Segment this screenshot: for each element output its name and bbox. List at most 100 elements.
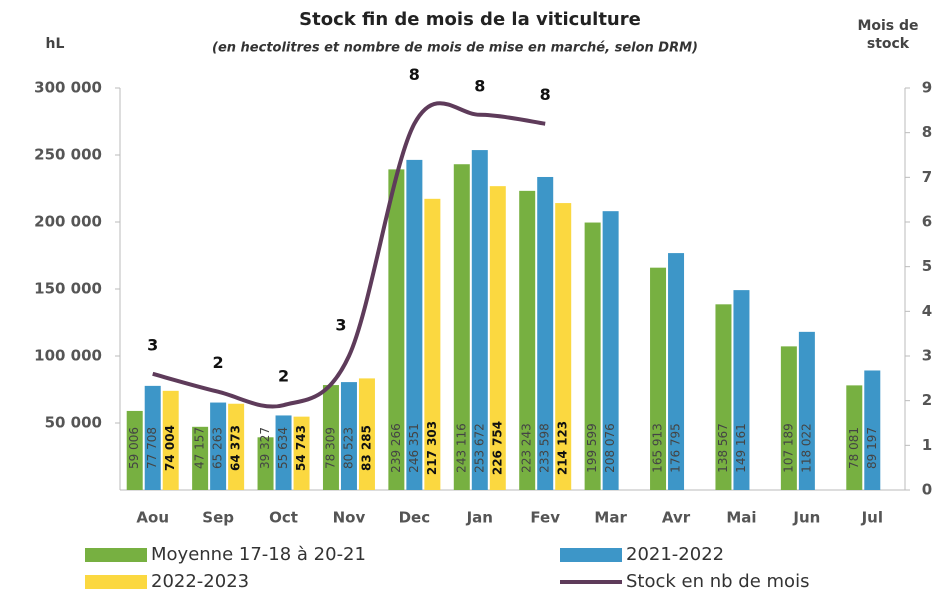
bar [275,415,292,490]
bar-label: 176 795 [669,423,683,473]
bar [144,385,161,490]
bar-label: 77 708 [145,427,159,469]
bar [322,385,339,490]
bar [798,331,815,490]
y2-tick-label: 8 [922,123,932,141]
bar [453,164,470,491]
legend-swatch [85,575,147,589]
bar [192,426,209,490]
bar [162,390,179,490]
line-label: 3 [335,316,346,335]
y-tick-label: 150 000 [34,280,102,298]
x-tick-label: Avr [662,509,691,527]
x-tick-label: Jul [861,509,883,527]
bar [650,267,667,490]
bar-label: 199 599 [585,423,599,473]
x-tick-label: Sep [202,509,234,527]
bar-label: 107 189 [781,423,795,473]
y-axis-label: hL [46,36,65,52]
bar [293,416,310,490]
bar [602,211,619,490]
bar-label: 78 081 [847,427,861,469]
y-tick-label: 100 000 [34,347,102,365]
bar [519,190,536,491]
bar [406,159,423,491]
bar-label: 54 743 [294,425,308,471]
bar [733,290,750,490]
bar-label: 223 243 [520,423,534,473]
legend-swatch [560,548,622,562]
bar-label: 246 351 [407,423,421,473]
bar-label: 138 567 [716,423,730,473]
bar-label: 165 913 [651,423,665,473]
bar-label: 78 309 [323,427,337,469]
bar-label: 39 327 [258,427,272,469]
bar-label: 74 004 [163,425,177,471]
y-tick-label: 300 000 [34,79,102,97]
bar [864,370,881,490]
legend-swatch [85,548,147,562]
bar-label: 217 303 [425,421,439,475]
y-tick-label: 50 000 [45,414,102,432]
bar [424,198,441,491]
stock-line [152,101,546,409]
x-tick-label: Oct [269,509,298,527]
bar-label: 118 022 [799,423,813,473]
bar-label: 253 672 [472,423,486,473]
legend-label: 2022-2023 [151,571,249,592]
y2-tick-label: 5 [922,257,932,275]
bar-label: 65 263 [211,427,225,469]
x-tick-label: Mar [594,509,627,527]
bar [388,169,405,491]
bar [471,150,488,490]
x-tick-label: Aou [136,509,169,527]
x-tick-label: Mai [726,509,756,527]
y2-tick-label: 9 [922,79,932,97]
bar [780,346,797,490]
bar-label: 89 197 [865,427,879,469]
bar [584,222,601,490]
bar [489,186,506,490]
bar-label: 83 285 [359,425,373,471]
bar [846,385,863,490]
y2-tick-label: 4 [922,302,932,320]
bar-label: 226 754 [490,421,504,475]
x-tick-label: Jan [466,509,493,527]
line-label: 3 [147,335,158,354]
y2-tick-label: 7 [922,168,932,186]
y2-tick-label: 2 [922,391,932,409]
y-tick-label: 200 000 [34,213,102,231]
bar [555,203,572,490]
bar-label: 80 523 [341,427,355,469]
x-tick-label: Dec [399,509,431,527]
line-label: 8 [540,85,551,104]
x-tick-label: Fev [530,509,560,527]
line-label: 8 [474,76,485,95]
bar [210,402,227,490]
bar [537,176,554,490]
bar-label: 208 076 [603,423,617,473]
legend-label: Moyenne 17-18 à 20-21 [151,544,366,565]
y-tick-label: 250 000 [34,146,102,164]
y2-tick-label: 1 [922,436,932,454]
bar [126,410,143,490]
y2-axis-label: Mois de stock [857,18,918,52]
bar [668,253,685,490]
bar-label: 243 116 [454,423,468,473]
line-label: 2 [213,353,224,372]
y2-tick-label: 6 [922,213,932,231]
legend-label: 2021-2022 [626,544,724,565]
bar-label: 47 157 [193,427,207,469]
x-tick-label: Nov [333,509,366,527]
bar-label: 233 598 [538,423,552,473]
bar-label: 214 123 [556,421,570,475]
line-label: 8 [409,65,420,84]
line-label: 2 [278,367,289,386]
bar-label: 239 266 [389,423,403,473]
bar [715,304,732,490]
bar [257,437,274,490]
bar [358,378,375,490]
y2-tick-label: 0 [922,481,932,499]
legend-label: Stock en nb de mois [626,571,809,592]
